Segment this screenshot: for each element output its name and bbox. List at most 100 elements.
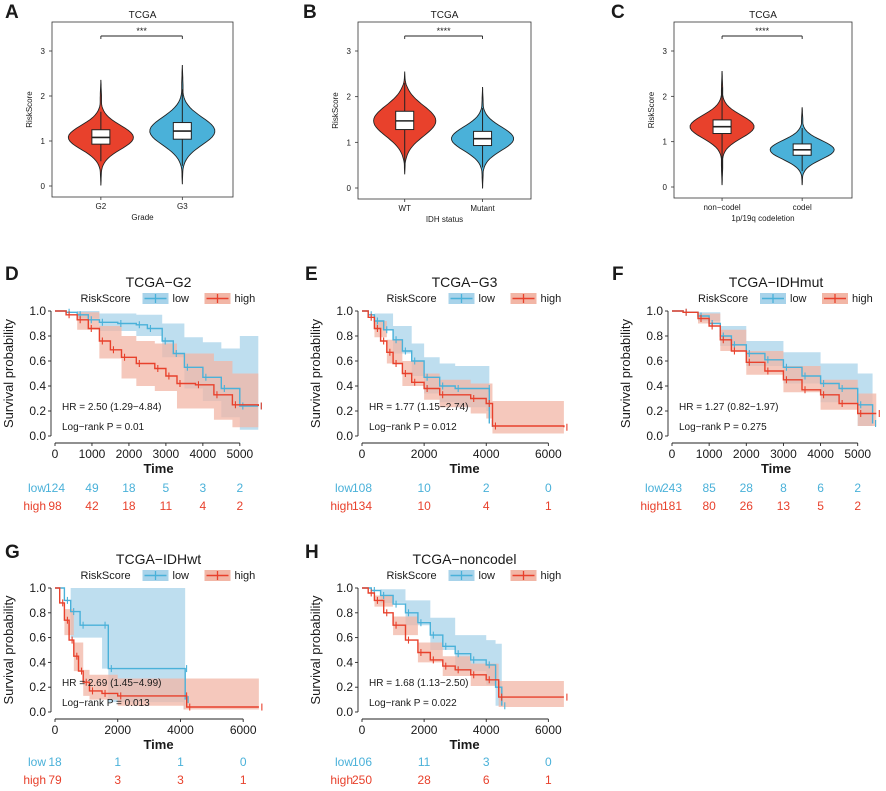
x-axis-label: 1p/19q codeletion [731, 214, 794, 223]
risk-count-high: 28 [417, 773, 431, 787]
hr-annotation: HR = 1.27 (0.82−1.97) [679, 402, 779, 413]
y-tick-label: 0 [347, 184, 352, 193]
risk-row-label-high: high [23, 499, 46, 513]
legend-label-high: high [852, 293, 873, 305]
violin-title: TCGA [129, 10, 157, 21]
logrank-annotation: Log−rank P = 0.012 [369, 422, 457, 433]
y-tick-label: 0.6 [336, 354, 353, 368]
risk-count-low: 0 [240, 755, 247, 769]
risk-count-low: 0 [545, 481, 552, 495]
y-tick-label: 0.0 [29, 705, 46, 719]
ci-band-high [362, 311, 564, 434]
legend-label-low: low [790, 293, 807, 305]
risk-count-low: 18 [122, 481, 136, 495]
legend-label-low: low [173, 293, 190, 305]
legend-label-high: high [235, 293, 256, 305]
y-tick-label: 0.4 [29, 379, 46, 393]
y-tick-label: 1.0 [646, 304, 663, 318]
hr-annotation: HR = 1.77 (1.15−2.74) [369, 402, 469, 413]
legend-label-low: low [173, 570, 190, 582]
risk-count-high: 42 [85, 499, 99, 513]
y-axis-label: Survival probability [618, 318, 633, 428]
x-axis-label: Time [143, 461, 173, 476]
y-tick-label: 3 [663, 47, 668, 56]
x-axis-label: IDH status [426, 215, 463, 224]
x-axis-label: Time [143, 737, 173, 752]
panel-letter: C [611, 2, 625, 23]
risk-count-low: 85 [702, 481, 716, 495]
km-title: TCGA−noncodel [413, 551, 517, 567]
x-axis-label: Grade [131, 213, 154, 222]
plot-frame [673, 21, 853, 199]
km-curve-high [362, 587, 564, 698]
x-tick-label: 0 [52, 723, 59, 737]
violin-title: TCGA [749, 10, 777, 21]
risk-count-low: 6 [817, 481, 824, 495]
y-tick-label: 0.4 [646, 379, 663, 393]
significance-stars: **** [755, 26, 770, 36]
violin-panel-A: A TCGA 0 1 2 3 RiskScore G2 G3 *** Grade [5, 2, 234, 222]
legend-title: RiskScore [81, 570, 131, 582]
risk-count-high: 79 [48, 773, 62, 787]
risk-count-low: 8 [780, 481, 787, 495]
risk-row-label-high: high [330, 773, 353, 787]
km-curve-low [362, 587, 503, 706]
x-tick-label: non−codel [703, 203, 740, 212]
km-curve-low [55, 587, 186, 700]
y-tick-label: 0.2 [29, 680, 46, 694]
risk-count-high: 4 [483, 499, 490, 513]
risk-count-low: 1 [114, 755, 121, 769]
risk-row-label-low: low [28, 755, 46, 769]
y-axis-label: RiskScore [647, 91, 656, 128]
y-tick-label: 0.0 [646, 429, 663, 443]
x-tick-label: 0 [359, 723, 366, 737]
x-tick-label: 3000 [770, 447, 797, 461]
risk-row-label-low: low [28, 481, 46, 495]
x-tick-label: 1000 [696, 447, 723, 461]
ci-band-high [55, 588, 259, 710]
y-tick-label: 0.4 [29, 655, 46, 669]
risk-count-low: 28 [740, 481, 754, 495]
ci-band-high [362, 588, 564, 708]
risk-row-label-low: low [335, 755, 353, 769]
y-axis-label: Survival probability [1, 318, 16, 428]
y-tick-label: 0.0 [336, 705, 353, 719]
y-tick-label: 0.2 [336, 680, 353, 694]
km-curve-high [55, 310, 259, 406]
risk-count-high: 1 [545, 499, 552, 513]
km-curve-high [672, 310, 877, 415]
km-legend: RiskScore low high [698, 293, 873, 305]
risk-count-high: 98 [48, 499, 62, 513]
x-tick-label: G2 [96, 202, 107, 211]
y-tick-label: 0.2 [29, 404, 46, 418]
risk-count-low: 2 [236, 481, 243, 495]
legend-label-low: low [479, 293, 496, 305]
risk-count-high: 3 [177, 773, 184, 787]
risk-count-low: 2 [854, 481, 861, 495]
panel-letter: D [5, 264, 19, 285]
y-tick-label: 1.0 [29, 304, 46, 318]
x-tick-label: 2000 [116, 447, 143, 461]
risk-count-high: 181 [662, 499, 682, 513]
y-tick-label: 0.6 [336, 631, 353, 645]
y-tick-label: 0.0 [29, 429, 46, 443]
x-tick-label: 6000 [230, 723, 257, 737]
risk-count-high: 134 [352, 499, 372, 513]
hr-annotation: HR = 2.50 (1.29−4.84) [62, 402, 162, 413]
legend-title: RiskScore [387, 293, 437, 305]
plot-frame [51, 21, 234, 198]
logrank-annotation: Log−rank P = 0.01 [62, 422, 145, 433]
risk-count-low: 124 [45, 481, 65, 495]
risk-count-high: 2 [854, 499, 861, 513]
y-axis-label: Survival probability [1, 595, 16, 705]
x-tick-label: 6000 [535, 447, 562, 461]
y-tick-label: 3 [347, 47, 352, 56]
x-tick-label: 4000 [807, 447, 834, 461]
km-legend: RiskScore low high [387, 570, 561, 582]
y-tick-label: 1.0 [336, 581, 353, 595]
y-tick-label: 0.0 [336, 429, 353, 443]
y-tick-label: 1 [347, 138, 352, 147]
y-tick-label: 0.6 [29, 631, 46, 645]
km-panel-H: H TCGA−noncodel RiskScore low high 0.0 0.2 0.4 0… [305, 542, 568, 787]
